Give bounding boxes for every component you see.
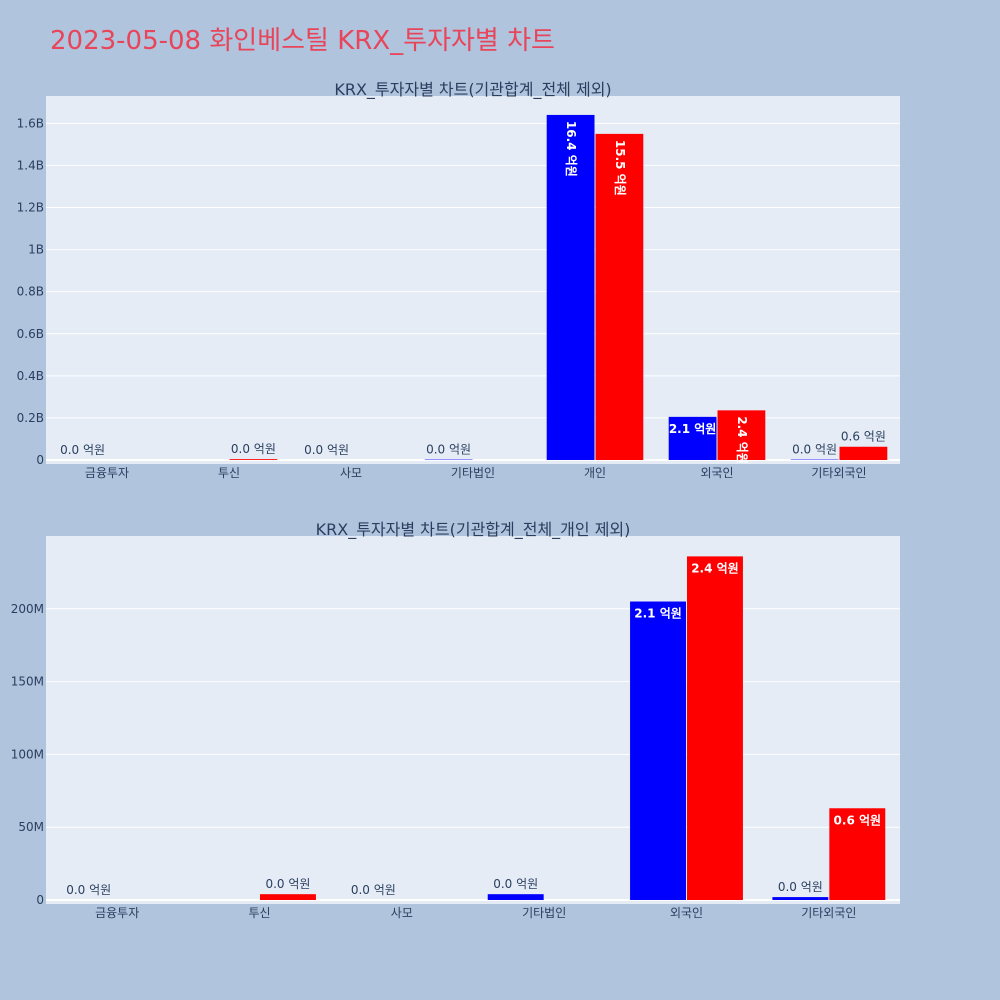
sell-bar [829, 808, 886, 900]
x-tick-label: 개인 [584, 466, 606, 480]
bar-value-label: 2.1 억원 [634, 607, 682, 621]
bar-value-label: 0.0 억원 [304, 443, 349, 457]
y-tick-label: 0.6B [17, 327, 44, 341]
y-tick-label: 150M [11, 675, 44, 689]
buy-bar [487, 894, 544, 900]
y-tick-label: 50M [18, 820, 44, 834]
bar-value-label: 2.1 억원 [669, 422, 717, 436]
x-tick-label: 투신 [248, 906, 270, 920]
x-tick-label: 기타외국인 [801, 906, 856, 920]
sell-bar [595, 133, 644, 460]
x-tick-label: 투신 [218, 466, 240, 480]
chart-title: KRX_투자자별 차트(기관합계_전체_개인 제외) [316, 520, 631, 540]
bar-value-label: 0.0 억원 [60, 443, 105, 457]
x-tick-label: 기타법인 [522, 906, 566, 920]
x-tick-label: 외국인 [700, 466, 733, 480]
bar-value-label: 2.4 억원 [691, 561, 739, 575]
sell-bar [687, 556, 743, 900]
sell-bar [260, 894, 316, 900]
buy-bar [668, 416, 717, 460]
x-tick-label: 금융투자 [95, 906, 139, 920]
page-title: 2023-05-08 화인베스틸 KRX_투자자별 차트 [50, 26, 555, 56]
y-tick-label: 0 [36, 893, 44, 907]
y-tick-label: 1.6B [17, 116, 44, 130]
bar-value-label: 0.6 억원 [841, 430, 886, 444]
buy-bar [546, 114, 595, 461]
y-tick-label: 100M [11, 747, 44, 761]
y-tick-label: 0 [36, 453, 44, 467]
bar-value-label: 0.0 억원 [426, 443, 471, 457]
chart-title: KRX_투자자별 차트(기관합계_전체 제외) [334, 80, 611, 100]
y-tick-label: 0.8B [17, 285, 44, 299]
bar-value-label: 2.4 억원 [735, 416, 749, 464]
bar-value-label: 0.0 억원 [792, 443, 837, 457]
y-tick-label: 1.2B [17, 201, 44, 215]
x-tick-label: 기타외국인 [811, 466, 866, 480]
sell-bar [839, 446, 888, 460]
bar-value-label: 0.0 억원 [778, 880, 823, 894]
y-tick-label: 1.4B [17, 158, 44, 172]
bar-value-label: 0.0 억원 [351, 883, 396, 897]
sell-bar [717, 410, 766, 460]
chart-institutions-individuals-excluded: KRX_투자자별 차트(기관합계_전체_개인 제외) 0 50M 100M 150M 20… [11, 520, 900, 920]
bar-value-label: 16.4 억원 [564, 121, 578, 177]
bar-value-label: 0.6 억원 [834, 813, 882, 827]
y-tick-label: 1B [28, 243, 44, 257]
x-tick-label: 사모 [340, 466, 362, 480]
bar-value-label: 0.0 억원 [66, 883, 111, 897]
x-tick-label: 외국인 [670, 906, 703, 920]
bar-value-label: 0.0 억원 [265, 877, 310, 891]
y-tick-label: 0.4B [17, 369, 44, 383]
x-tick-label: 금융투자 [85, 466, 129, 480]
y-tick-label: 0.2B [17, 411, 44, 425]
bar-value-label: 0.0 억원 [231, 442, 276, 456]
bar-value-label: 0.0 억원 [493, 877, 538, 891]
plot-area [46, 96, 900, 464]
chart-institutions-excluded: KRX_투자자별 차트(기관합계_전체 제외) 0 0.2B 0.4B 0.6B 0.8B… [17, 80, 900, 480]
plot-area [46, 536, 900, 904]
bar-value-label: 15.5 억원 [613, 140, 627, 196]
y-tick-label: 200M [11, 602, 44, 616]
sell-bar [229, 459, 278, 460]
buy-bar [630, 601, 686, 900]
x-tick-label: 기타법인 [451, 466, 495, 480]
buy-bar [772, 897, 829, 900]
x-tick-label: 사모 [391, 906, 413, 920]
